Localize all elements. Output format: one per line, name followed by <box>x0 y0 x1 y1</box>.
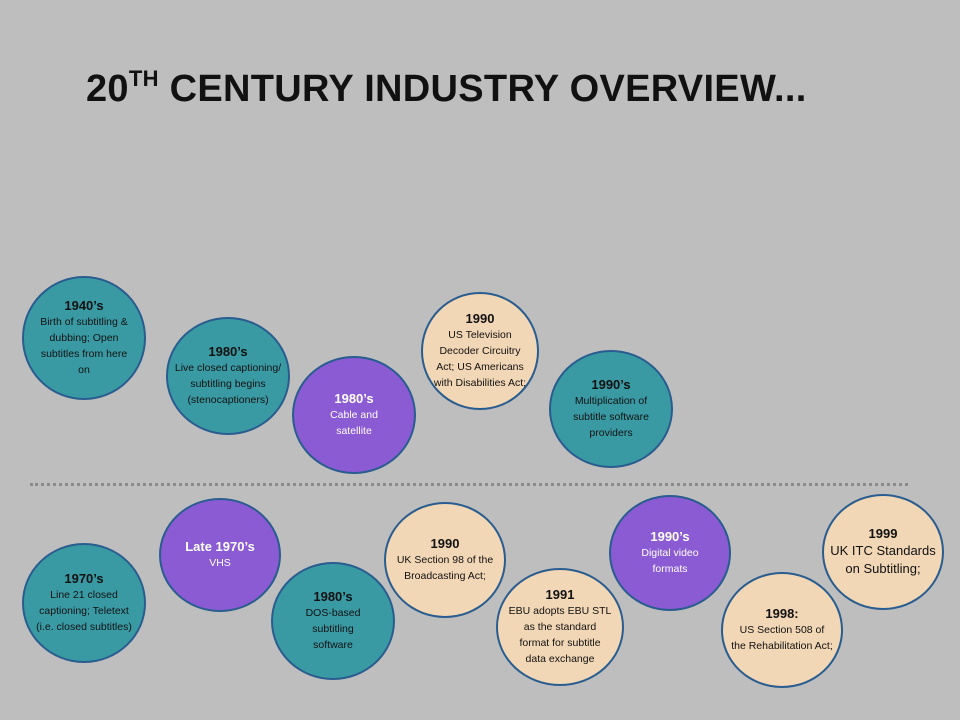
timeline-bubble-1970s: 1970’s Line 21 closed captioning; Telete… <box>22 543 146 663</box>
bubble-year: 1980’s <box>334 391 374 406</box>
bubble-text: US Television Decoder Circuitry Act; US … <box>433 329 527 389</box>
bubble-year: 1970’s <box>64 571 104 586</box>
timeline-bubble-late-1970s: Late 1970’s VHS <box>159 498 281 612</box>
bubble-text: Live closed captioning/ subtitling begin… <box>174 362 282 406</box>
timeline-bubble-1990s-software: 1990’s Multiplication of subtitle softwa… <box>549 350 673 468</box>
bubble-text: Line 21 closed captioning; Teletext (i.e… <box>36 589 132 633</box>
timeline-bubble-1999: 1999 UK ITC Standards on Subtitling; <box>822 494 944 610</box>
bubble-year: 1990 <box>430 536 460 551</box>
slide-title: 20TH CENTURY INDUSTRY OVERVIEW... <box>86 66 807 110</box>
bubble-text: EBU adopts EBU STL as the standard forma… <box>508 605 612 665</box>
bubble-text: VHS <box>209 557 231 569</box>
timeline-bubble-1980s-dos: 1980’s DOS-based subtitling software <box>271 562 395 680</box>
bubble-year: Late 1970’s <box>185 539 255 554</box>
timeline-bubble-1940s: 1940’s Birth of subtitling & dubbing; Op… <box>22 276 146 400</box>
bubble-text: DOS-based subtitling software <box>305 607 361 651</box>
timeline-bubble-1980s-cable: 1980’s Cable and satellite <box>292 356 416 474</box>
bubble-year: 1980’s <box>313 589 353 604</box>
bubble-text: Birth of subtitling & dubbing; Open subt… <box>40 316 128 376</box>
bubble-year: 1940’s <box>64 298 104 313</box>
bubble-text: Multiplication of subtitle software prov… <box>573 395 649 439</box>
bubble-year: 1990’s <box>591 377 631 392</box>
bubble-year: 1991 <box>545 587 575 602</box>
bubble-text: US Section 508 of the Rehabilitation Act… <box>731 624 833 652</box>
bubble-year: 1998: <box>765 606 799 621</box>
timeline-divider <box>30 483 908 486</box>
timeline-bubble-1998: 1998: US Section 508 of the Rehabilitati… <box>721 572 843 688</box>
bubble-text: UK ITC Standards on Subtitling; <box>830 543 936 576</box>
bubble-text: UK Section 98 of the Broadcasting Act; <box>396 554 494 582</box>
timeline-bubble-1990-us-acts: 1990 US Television Decoder Circuitry Act… <box>421 292 539 410</box>
timeline-bubble-1990s-digital: 1990’s Digital video formats <box>609 495 731 611</box>
timeline-bubble-1990-uk-act: 1990 UK Section 98 of the Broadcasting A… <box>384 502 506 618</box>
timeline-bubble-1980s-live-captioning: 1980’s Live closed captioning/ subtitlin… <box>166 317 290 435</box>
timeline-bubble-1991-ebu: 1991 EBU adopts EBU STL as the standard … <box>496 568 624 686</box>
bubble-year: 1990’s <box>650 529 690 544</box>
bubble-text: Cable and satellite <box>330 409 378 437</box>
bubble-text: Digital video formats <box>641 547 699 575</box>
bubble-year: 1980’s <box>208 344 248 359</box>
bubble-year: 1990 <box>465 311 495 326</box>
bubble-year: 1999 <box>868 526 898 541</box>
